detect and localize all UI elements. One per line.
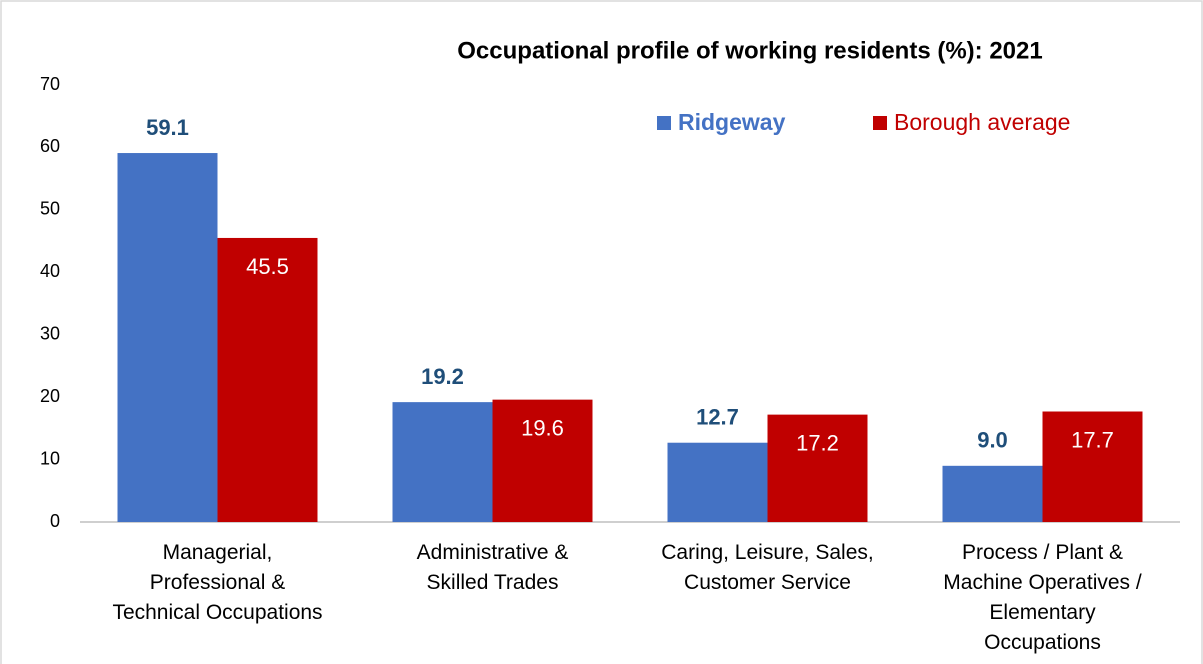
data-label: 12.7 — [696, 405, 739, 430]
bar — [117, 153, 218, 522]
legend-label: Borough average — [894, 109, 1070, 135]
x-tick-label: Caring, Leisure, Sales, Customer Service — [661, 541, 874, 594]
legend-label: Ridgeway — [678, 109, 786, 135]
chart-title: Occupational profile of working resident… — [457, 37, 1042, 64]
y-tick-label: 40 — [40, 261, 60, 281]
x-tick-label: Process / Plant & Machine Operatives / E… — [943, 541, 1142, 654]
data-label: 19.2 — [421, 364, 464, 389]
bar — [1042, 411, 1143, 522]
y-tick-label: 70 — [40, 74, 60, 94]
legend-swatch — [657, 116, 671, 130]
y-tick-label: 20 — [40, 386, 60, 406]
x-tick-label: Administrative & Skilled Trades — [416, 541, 569, 594]
y-tick-label: 0 — [50, 511, 60, 531]
data-label: 17.2 — [796, 430, 839, 455]
data-label: 17.7 — [1071, 427, 1114, 452]
x-tick-label: Managerial, Professional & Technical Occ… — [112, 541, 323, 624]
data-label: 19.6 — [521, 415, 564, 440]
data-label: 59.1 — [146, 115, 189, 140]
y-tick-label: 30 — [40, 323, 60, 343]
data-label: 9.0 — [977, 428, 1008, 453]
data-label: 45.5 — [246, 254, 289, 279]
bar — [492, 399, 593, 522]
bar — [767, 414, 868, 522]
y-tick-label: 60 — [40, 136, 60, 156]
bar — [392, 402, 493, 522]
y-tick-label: 10 — [40, 448, 60, 468]
bar — [667, 442, 768, 522]
bar — [217, 237, 318, 522]
legend-swatch — [873, 116, 887, 130]
y-tick-label: 50 — [40, 199, 60, 219]
bar — [942, 465, 1043, 522]
